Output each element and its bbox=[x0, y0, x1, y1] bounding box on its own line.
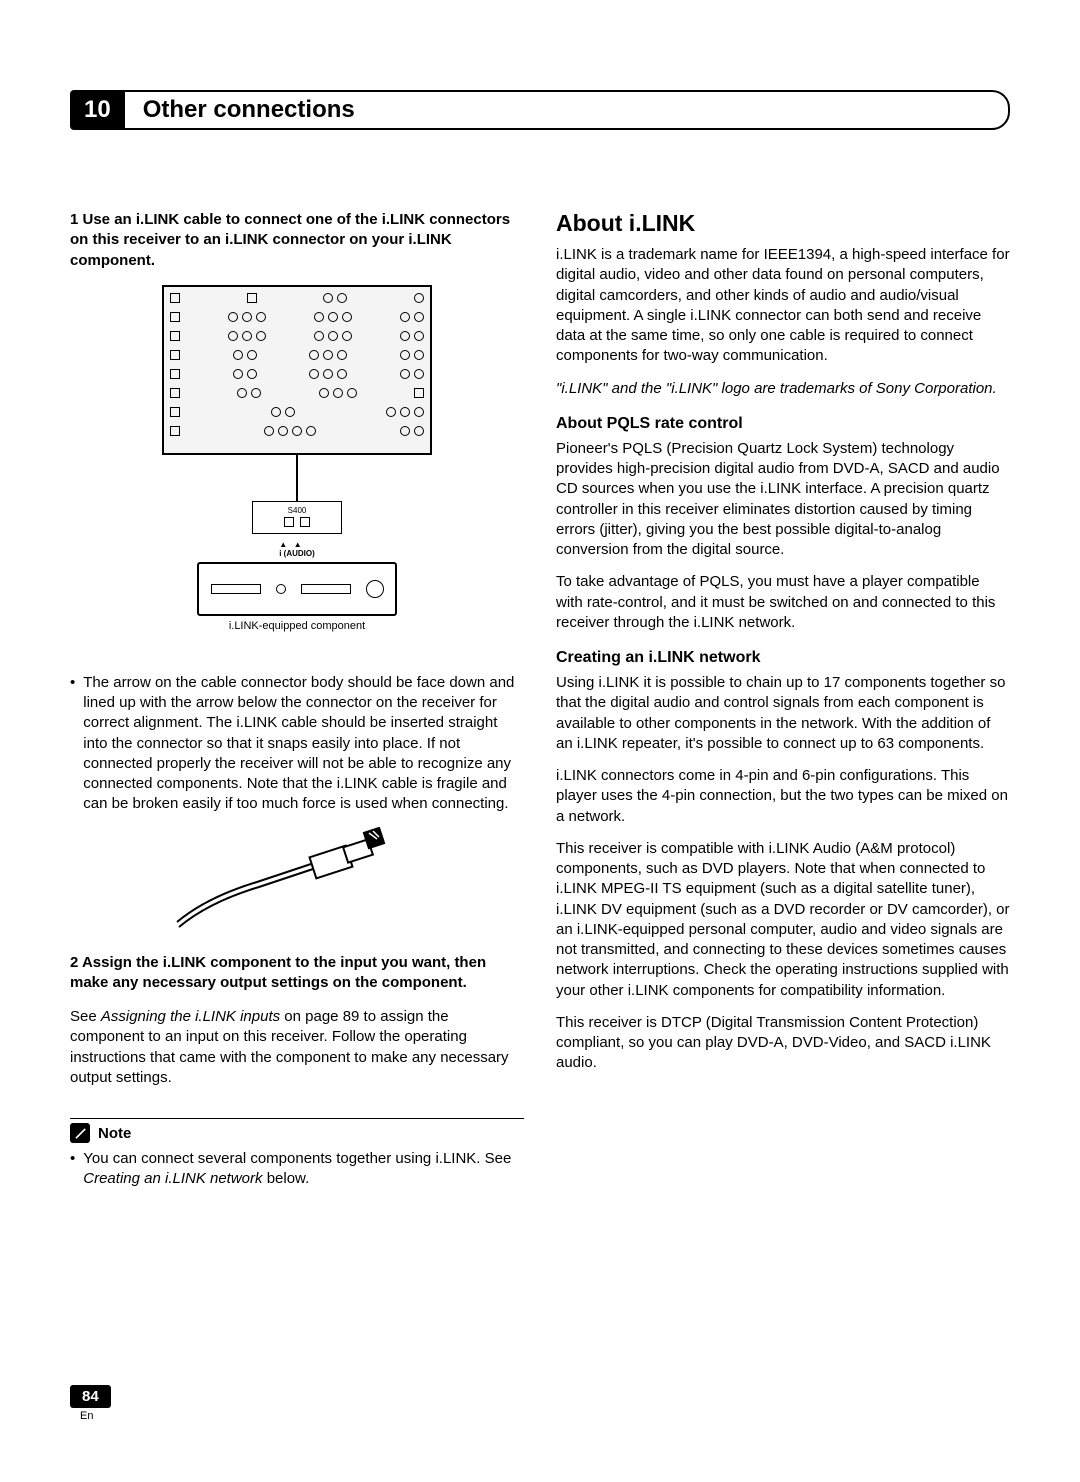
connection-diagram: S400 ▲ ▲ i (AUDIO) i.LINK-equipped compo… bbox=[147, 285, 447, 665]
para-trademark: "i.LINK" and the "i.LINK" logo are trade… bbox=[556, 379, 1010, 399]
right-column: About i.LINK i.LINK is a trademark name … bbox=[556, 210, 1010, 1202]
para-pqls-2: To take advantage of PQLS, you must have… bbox=[556, 572, 1010, 633]
note-bullet-text: You can connect several components toget… bbox=[83, 1149, 524, 1190]
component-front bbox=[197, 562, 397, 616]
para-pqls-1: Pioneer's PQLS (Precision Quartz Lock Sy… bbox=[556, 439, 1010, 561]
chapter-number-badge: 10 bbox=[70, 90, 125, 130]
page-footer: 84 En bbox=[70, 1385, 111, 1422]
step-2-instruction: 2 Assign the i.LINK component to the inp… bbox=[70, 953, 524, 994]
note-bullet: • You can connect several components tog… bbox=[70, 1149, 524, 1190]
receiver-back-panel bbox=[162, 285, 432, 455]
heading-network: Creating an i.LINK network bbox=[556, 649, 1010, 667]
cable-connector-illustration bbox=[167, 827, 427, 937]
chapter-header: 10 Other connections bbox=[70, 90, 1010, 130]
audio-label: ▲ ▲ i (AUDIO) bbox=[279, 540, 315, 558]
ilink-port-box: S400 bbox=[252, 501, 342, 534]
step-1-instruction: 1 Use an i.LINK cable to connect one of … bbox=[70, 210, 524, 271]
para-network-3: This receiver is compatible with i.LINK … bbox=[556, 839, 1010, 1001]
heading-pqls: About PQLS rate control bbox=[556, 415, 1010, 433]
para-network-2: i.LINK connectors come in 4-pin and 6-pi… bbox=[556, 766, 1010, 827]
para-network-1: Using i.LINK it is possible to chain up … bbox=[556, 673, 1010, 754]
chapter-title: Other connections bbox=[143, 96, 990, 124]
bullet-marker: • bbox=[70, 1149, 75, 1190]
chapter-title-pill: Other connections bbox=[123, 90, 1010, 130]
page-number-badge: 84 bbox=[70, 1385, 111, 1408]
diagram-caption: i.LINK-equipped component bbox=[229, 620, 365, 632]
left-column: 1 Use an i.LINK cable to connect one of … bbox=[70, 210, 524, 1202]
manual-page: 10 Other connections 1 Use an i.LINK cab… bbox=[0, 0, 1080, 1252]
para-network-4: This receiver is DTCP (Digital Transmiss… bbox=[556, 1013, 1010, 1074]
bullet-marker: • bbox=[70, 673, 75, 815]
heading-about-ilink: About i.LINK bbox=[556, 210, 1010, 237]
note-label: Note bbox=[98, 1125, 131, 1142]
language-code: En bbox=[80, 1410, 111, 1422]
para-ilink-intro: i.LINK is a trademark name for IEEE1394,… bbox=[556, 245, 1010, 367]
port-s400-label: S400 bbox=[257, 506, 337, 515]
note-icon bbox=[70, 1123, 90, 1143]
step-2-body: See Assigning the i.LINK inputs on page … bbox=[70, 1007, 524, 1088]
note-header: Note bbox=[70, 1118, 524, 1143]
bullet-cable-alignment: • The arrow on the cable connector body … bbox=[70, 673, 524, 815]
cable-line bbox=[296, 455, 298, 501]
content-columns: 1 Use an i.LINK cable to connect one of … bbox=[70, 210, 1010, 1202]
bullet-text: The arrow on the cable connector body sh… bbox=[83, 673, 524, 815]
